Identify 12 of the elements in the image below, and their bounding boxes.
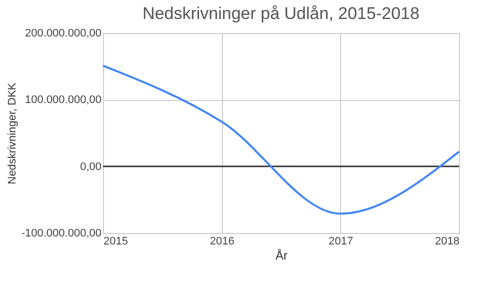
y-tick-label: -100.000.000,00 <box>21 228 102 240</box>
y-axis-title: Nedskrivninger, DKK <box>6 82 18 184</box>
chart-title: Nedskrivninger på Udlån, 2015-2018 <box>142 4 420 23</box>
x-tick-label: 2015 <box>104 236 128 248</box>
x-tick-label: 2018 <box>435 236 460 248</box>
y-tick-label: 0,00 <box>80 160 102 173</box>
x-tick-label: 2017 <box>328 236 354 248</box>
y-tick-label: 200.000.000,00 <box>25 28 102 40</box>
x-axis-title: År <box>276 248 288 262</box>
y-tick-label: 100.000.000,00 <box>25 94 102 106</box>
x-tick-label: 2016 <box>210 236 234 248</box>
line-series <box>102 64 460 215</box>
